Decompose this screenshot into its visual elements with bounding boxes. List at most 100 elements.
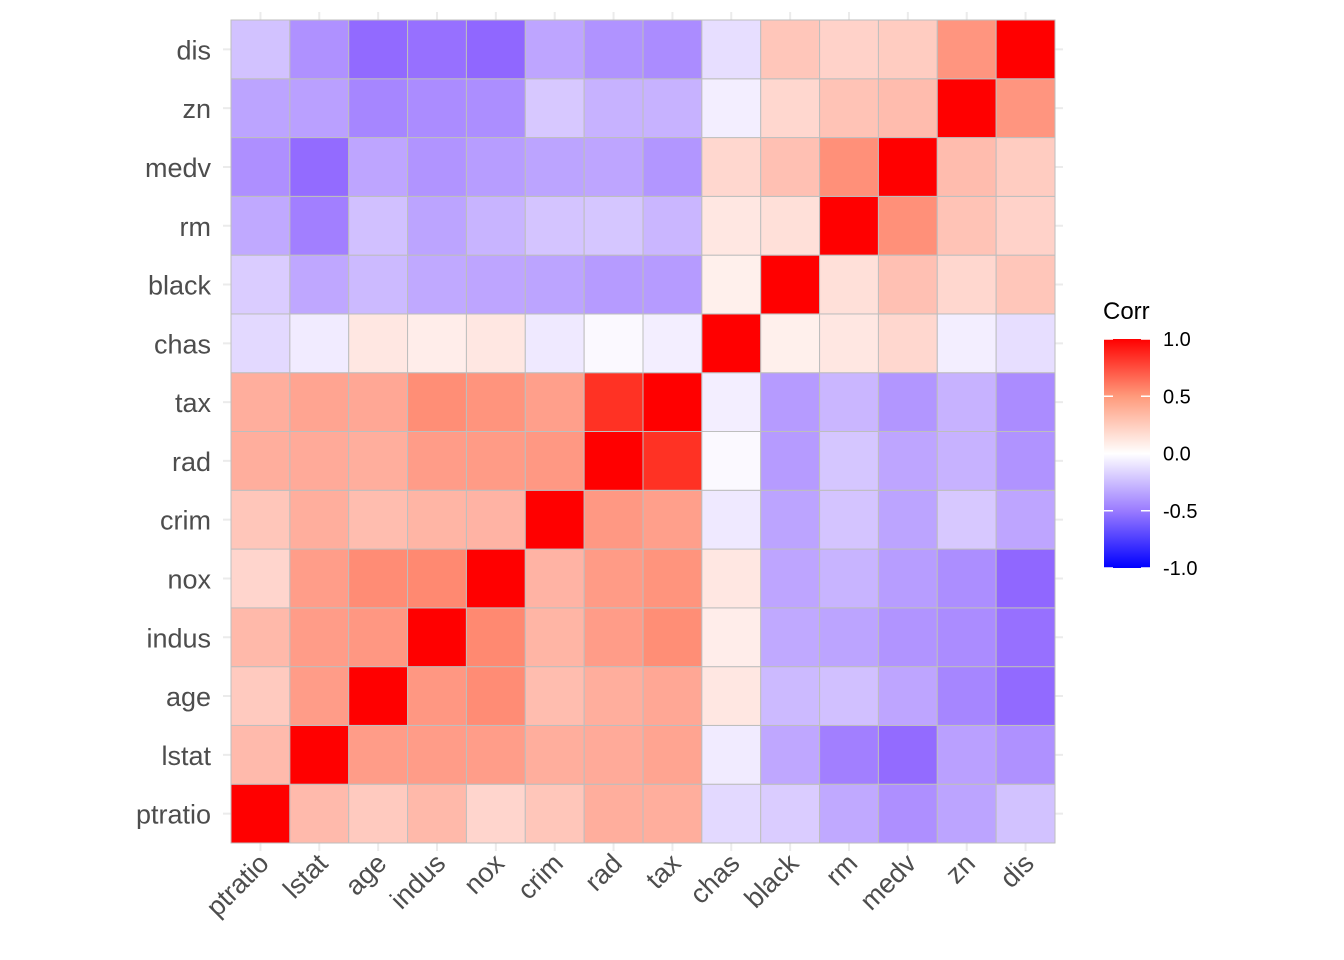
y-tick-label: indus: [146, 623, 211, 653]
x-tick-label: lstat: [277, 848, 334, 905]
heatmap-cell-black-ptratio: [230, 254, 291, 315]
heatmap-cell-medv-age: [348, 137, 409, 197]
heatmap-cell-rad-chas: [701, 431, 762, 491]
heatmap-cell-dis-crim: [524, 19, 585, 80]
heatmap-cell-rad-zn: [936, 431, 997, 491]
legend-tick-label: -1.0: [1163, 558, 1197, 580]
heatmap-cell-zn-zn: [936, 78, 997, 139]
heatmap-cell-zn-tax: [642, 78, 703, 139]
x-tick-label: nox: [458, 848, 510, 900]
heatmap-cell-black-tax: [642, 254, 703, 315]
heatmap-cell-nox-chas: [701, 548, 762, 609]
x-tick-label: chas: [684, 848, 746, 910]
heatmap-cell-ptratio-zn: [936, 783, 997, 844]
heatmap-cell-crim-age: [348, 489, 409, 550]
heatmap-cell-dis-lstat: [289, 19, 350, 80]
heatmap-cell-age-age: [348, 666, 409, 726]
heatmap-cell-zn-lstat: [289, 78, 350, 139]
heatmap-cell-crim-crim: [524, 489, 585, 550]
y-axis-labels: ptratio lstat age indus nox crim rad tax chas bla…: [136, 35, 212, 829]
heatmap-cell-nox-nox: [465, 548, 526, 609]
heatmap-cell-rm-chas: [701, 195, 762, 256]
heatmap-cell-zn-age: [348, 78, 409, 139]
heatmap-cell-tax-zn: [936, 372, 997, 433]
heatmap-cell-ptratio-dis: [995, 783, 1056, 844]
heatmap-cell-tax-indus: [407, 372, 467, 433]
heatmap-cell-ptratio-chas: [701, 783, 762, 844]
heatmap-cell-crim-rad: [583, 489, 644, 550]
heatmap-cell-zn-rad: [583, 78, 644, 139]
heatmap-cell-medv-crim: [524, 137, 585, 197]
heatmap-cell-rad-ptratio: [230, 431, 291, 491]
heatmap-cell-age-dis: [995, 666, 1056, 726]
heatmap-cell-indus-age: [348, 607, 409, 668]
heatmap-cell-rm-zn: [936, 195, 997, 256]
heatmap-cell-dis-dis: [995, 19, 1056, 80]
heatmap-cell-dis-zn: [936, 19, 997, 80]
heatmap-cell-tax-nox: [465, 372, 526, 433]
heatmap-cell-rm-indus: [407, 195, 467, 256]
heatmap-cell-age-chas: [701, 666, 762, 726]
heatmap-cell-nox-zn: [936, 548, 997, 609]
heatmap-cell-zn-indus: [407, 78, 467, 139]
heatmap-cell-tax-black: [760, 372, 821, 433]
x-tick-label: crim: [512, 848, 569, 905]
heatmap-cell-zn-dis: [995, 78, 1056, 139]
y-tick-label: dis: [176, 35, 211, 65]
heatmap-cell-medv-tax: [642, 137, 703, 197]
heatmap-cell-tax-tax: [642, 372, 703, 433]
heatmap-cell-black-nox: [465, 254, 526, 315]
heatmap-cell-medv-indus: [407, 137, 467, 197]
heatmap-cell-rm-black: [760, 195, 821, 256]
heatmap-cell-age-nox: [465, 666, 526, 726]
heatmap-cell-nox-dis: [995, 548, 1056, 609]
heatmap-cell-tax-medv: [877, 372, 938, 433]
heatmap-cell-nox-crim: [524, 548, 585, 609]
heatmap-cell-ptratio-rad: [583, 783, 644, 844]
heatmap-cell-black-black: [760, 254, 821, 315]
y-tick-label: age: [166, 682, 211, 712]
heatmap-cell-lstat-age: [348, 724, 409, 785]
heatmap-cell-lstat-rad: [583, 724, 644, 785]
heatmap-cell-age-black: [760, 666, 821, 726]
heatmap-cell-chas-age: [348, 313, 409, 374]
y-tick-label: medv: [145, 153, 212, 183]
heatmap-cell-dis-rad: [583, 19, 644, 80]
heatmap-cell-indus-tax: [642, 607, 703, 668]
heatmap-cell-rad-age: [348, 431, 409, 491]
heatmap-cell-dis-nox: [465, 19, 526, 80]
heatmap-cell-medv-medv: [877, 137, 938, 197]
heatmap-cell-zn-ptratio: [230, 78, 291, 139]
heatmap-cell-rm-age: [348, 195, 409, 256]
heatmap-cell-chas-nox: [465, 313, 526, 374]
heatmap-cell-crim-ptratio: [230, 489, 291, 550]
heatmap-cell-medv-dis: [995, 137, 1056, 197]
heatmap-cell-ptratio-ptratio: [230, 783, 291, 844]
heatmap-cell-crim-medv: [877, 489, 938, 550]
heatmap-cell-rad-medv: [877, 431, 938, 491]
heatmap-cell-nox-age: [348, 548, 409, 609]
heatmap-cell-black-medv: [877, 254, 938, 315]
heatmap-cell-black-indus: [407, 254, 467, 315]
heatmap-cell-age-rad: [583, 666, 644, 726]
heatmap-cell-medv-rm: [819, 137, 879, 197]
x-tick-label: ptratio: [200, 848, 274, 922]
heatmap-cell-indus-black: [760, 607, 821, 668]
y-tick-label: lstat: [161, 741, 211, 771]
heatmap-cell-indus-medv: [877, 607, 938, 668]
heatmap-cell-lstat-lstat: [289, 724, 350, 785]
x-tick-label: tax: [640, 848, 687, 895]
y-tick-label: crim: [160, 506, 211, 536]
y-tick-label: nox: [167, 564, 211, 594]
heatmap-cell-age-medv: [877, 666, 938, 726]
heatmap-cell-black-rad: [583, 254, 644, 315]
heatmap-cell-zn-crim: [524, 78, 585, 139]
heatmap-cell-rad-dis: [995, 431, 1056, 491]
heatmap-cell-nox-black: [760, 548, 821, 609]
heatmap-cell-rad-indus: [407, 431, 467, 491]
heatmap-cell-dis-black: [760, 19, 821, 80]
heatmap-tiles: [230, 19, 1056, 844]
heatmap-cell-medv-chas: [701, 137, 762, 197]
